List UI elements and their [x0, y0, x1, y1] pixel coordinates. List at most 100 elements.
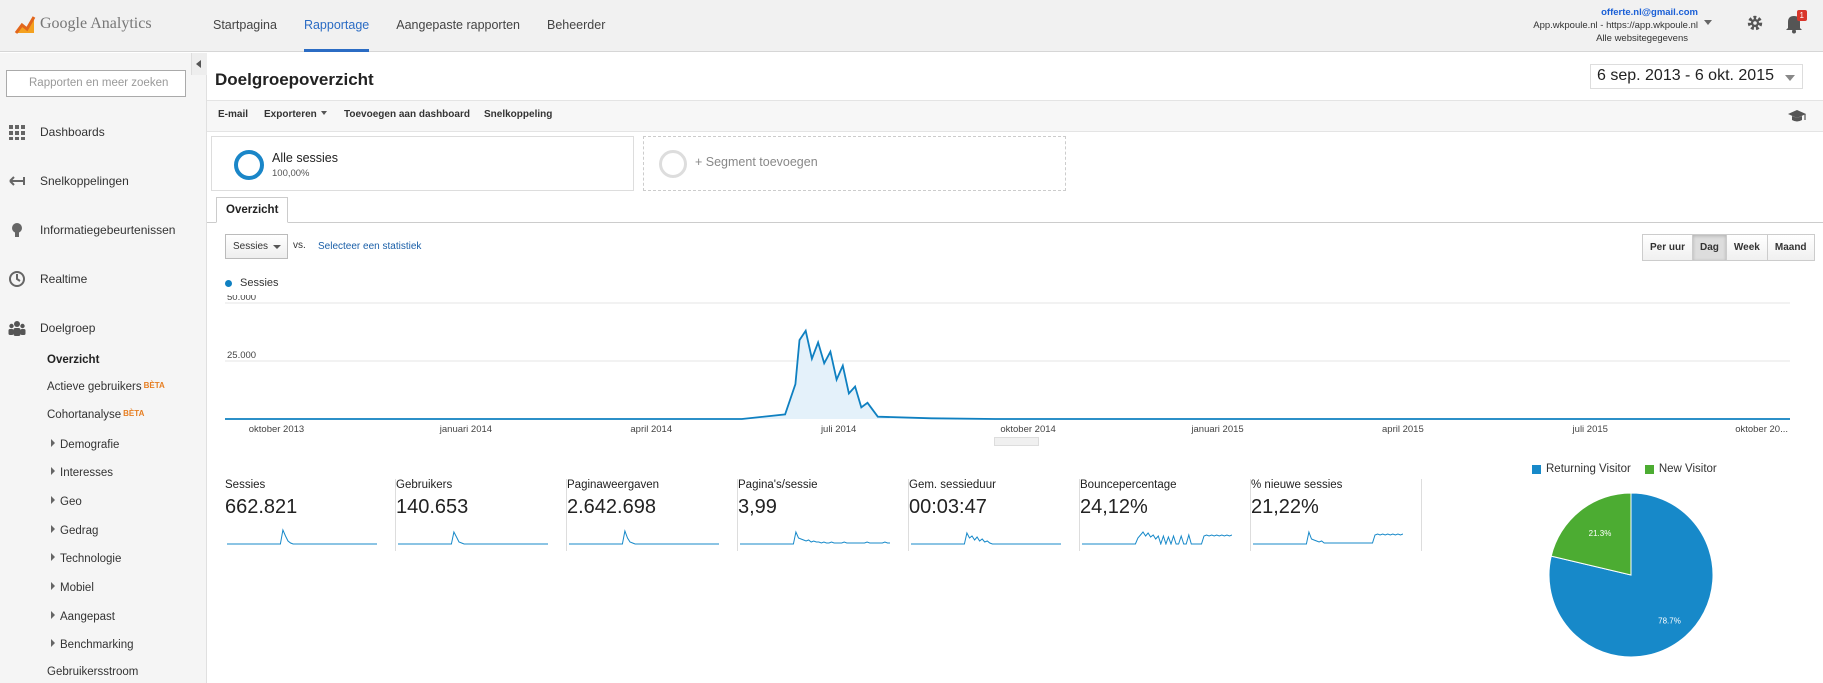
sub-item-label: Demografie — [60, 439, 120, 451]
visitor-type-pie-chart: 78.7% 21.3% — [1548, 492, 1714, 658]
nav-startpagina[interactable]: Startpagina — [213, 18, 277, 32]
kpi-sparkline — [740, 530, 890, 545]
sidebar-sub-gebruikersstroom[interactable]: Gebruikersstroom — [47, 666, 139, 678]
shortcut-arrow-icon — [9, 176, 25, 186]
expand-triangle-icon — [51, 496, 55, 504]
sub-item-label: Cohortanalyse — [47, 409, 122, 421]
kpi-sparkline — [911, 531, 1061, 545]
sidebar-sub-gedrag[interactable]: Gedrag — [51, 525, 98, 537]
segment-all-sessions[interactable]: Alle sessies 100,00% — [211, 136, 634, 191]
tab-divider — [207, 222, 1823, 223]
kpi-2[interactable]: Paginaweergaven 2.642.698 — [567, 479, 738, 551]
nav-aangepaste-rapporten[interactable]: Aangepaste rapporten — [396, 18, 520, 32]
kpi-4[interactable]: Gem. sessieduur 00:03:47 — [909, 479, 1080, 551]
search-input[interactable]: Rapporten en meer zoeken — [6, 70, 186, 97]
sidebar-item-dashboards[interactable]: Dashboards — [0, 120, 190, 144]
add-segment-button[interactable]: + Segment toevoegen — [643, 136, 1066, 191]
chevron-down-icon — [320, 111, 327, 115]
sidebar-sub-cohortanalyse[interactable]: Cohortanalyse BÈTA — [47, 409, 144, 421]
sidebar-item-informatiegebeurtenissen[interactable]: Informatiegebeurtenissen — [0, 218, 190, 242]
sub-item-label: Mobiel — [60, 582, 94, 594]
legend-new: New Visitor — [1644, 463, 1717, 475]
date-range-picker[interactable]: 6 sep. 2013 - 6 okt. 2015 — [1589, 64, 1803, 89]
x-tick-label: oktober 2014 — [1000, 424, 1055, 435]
people-icon — [8, 321, 26, 336]
collapse-sidebar-button[interactable] — [191, 53, 207, 75]
expand-triangle-icon — [51, 611, 55, 619]
sidebar-sub-benchmarking[interactable]: Benchmarking — [51, 639, 134, 651]
x-tick-label: januari 2015 — [1190, 424, 1243, 435]
chart-resize-handle[interactable] — [994, 437, 1039, 446]
series-line-sessies — [225, 328, 1790, 420]
account-selector[interactable]: offerte.nl@gmail.com App.wkpoule.nl - ht… — [1533, 6, 1712, 45]
kpi-label: Gem. sessieduur — [909, 479, 996, 491]
email-button[interactable]: E-mail — [218, 109, 249, 120]
export-label: Exporteren — [264, 109, 317, 120]
add-to-dashboard-button[interactable]: Toevoegen aan dashboard — [344, 109, 470, 120]
granularity-maand[interactable]: Maand — [1766, 234, 1815, 261]
select-statistic-link[interactable]: Selecteer een statistiek — [318, 241, 422, 252]
legend-returning: Returning Visitor — [1532, 463, 1631, 475]
expand-triangle-icon — [51, 525, 55, 533]
sidebar-sub-actieve-gebruikers[interactable]: Actieve gebruikers BÈTA — [47, 381, 165, 393]
beta-badge: BÈTA — [123, 409, 145, 418]
ga-logo[interactable]: Google Analytics — [14, 13, 152, 35]
granularity-per-uur[interactable]: Per uur — [1642, 234, 1694, 261]
granularity-toggle: Per uur Dag Week Maand — [1642, 234, 1815, 261]
segment-percentage: 100,00% — [272, 168, 310, 179]
kpi-3[interactable]: Pagina's/sessie 3,99 — [738, 479, 909, 551]
kpi-sparkline — [398, 530, 548, 545]
sub-item-label: Interesses — [60, 467, 114, 479]
sparkline-path — [398, 530, 548, 545]
shortcut-button[interactable]: Snelkoppeling — [484, 109, 553, 120]
sidebar-sub-geo[interactable]: Geo — [51, 496, 82, 508]
kpi-label: Pagina's/sessie — [738, 479, 818, 491]
sessions-chart: 50.000 25.000 oktober 2013 januari 2014 apri… — [225, 295, 1790, 435]
tab-overzicht[interactable]: Overzicht — [216, 197, 289, 223]
chevron-down-icon — [1704, 20, 1712, 25]
nav-rapportage[interactable]: Rapportage — [303, 0, 370, 52]
kpi-value: 2.642.698 — [567, 496, 656, 518]
notifications-button[interactable]: 1 — [1783, 10, 1807, 34]
x-tick-label: januari 2014 — [439, 424, 492, 435]
kpi-6[interactable]: % nieuwe sessies 21,22% — [1251, 479, 1422, 551]
kpi-5[interactable]: Bouncepercentage 24,12% — [1080, 479, 1251, 551]
pie-slice-1[interactable] — [1550, 492, 1632, 576]
export-button[interactable]: Exporteren — [264, 101, 327, 129]
pie-label: 78.7% — [1658, 617, 1681, 626]
kpi-value: 662.821 — [225, 496, 298, 518]
x-tick-label: oktober 2013 — [249, 424, 304, 435]
sidebar — [0, 53, 207, 683]
sidebar-item-doelgroep[interactable]: Doelgroep — [0, 316, 190, 340]
swatch — [1644, 464, 1654, 474]
legend-label: New Visitor — [1658, 463, 1717, 475]
page-title: Doelgroepoverzicht — [215, 70, 374, 89]
granularity-week[interactable]: Week — [1725, 234, 1768, 261]
granularity-dag[interactable]: Dag — [1692, 234, 1727, 261]
sub-item-label: Gedrag — [60, 525, 99, 537]
sidebar-sub-overzicht[interactable]: Overzicht — [47, 354, 100, 366]
sidebar-sub-aangepast[interactable]: Aangepast — [51, 611, 115, 623]
sidebar-sub-mobiel[interactable]: Mobiel — [51, 582, 94, 594]
kpi-0[interactable]: Sessies 662.821 — [225, 479, 396, 551]
kpi-value: 21,22% — [1251, 496, 1319, 518]
account-view: Alle websitegegevens — [1596, 33, 1688, 44]
gear-icon[interactable] — [1746, 14, 1764, 32]
lightbulb-icon — [12, 223, 22, 237]
graduation-cap-icon[interactable] — [1787, 108, 1807, 124]
sparkline-path — [740, 530, 890, 545]
nav-beheerder[interactable]: Beheerder — [546, 18, 606, 32]
kpi-1[interactable]: Gebruikers 140.653 — [396, 479, 567, 551]
sidebar-sub-technologie[interactable]: Technologie — [51, 553, 121, 565]
sidebar-item-realtime[interactable]: Realtime — [0, 267, 190, 291]
clock-icon — [9, 271, 25, 287]
sidebar-item-snelkoppelingen[interactable]: Snelkoppelingen — [0, 169, 190, 193]
metric-select[interactable]: Sessies — [225, 234, 288, 259]
segment-ring-icon — [659, 150, 687, 178]
kpi-value: 24,12% — [1080, 496, 1148, 518]
segment-ring-icon — [234, 150, 264, 180]
x-tick-label: juli 2014 — [820, 424, 856, 435]
segment-name: Alle sessies — [272, 151, 338, 165]
sidebar-sub-interesses[interactable]: Interesses — [51, 467, 113, 479]
sidebar-sub-demografie[interactable]: Demografie — [51, 439, 119, 451]
